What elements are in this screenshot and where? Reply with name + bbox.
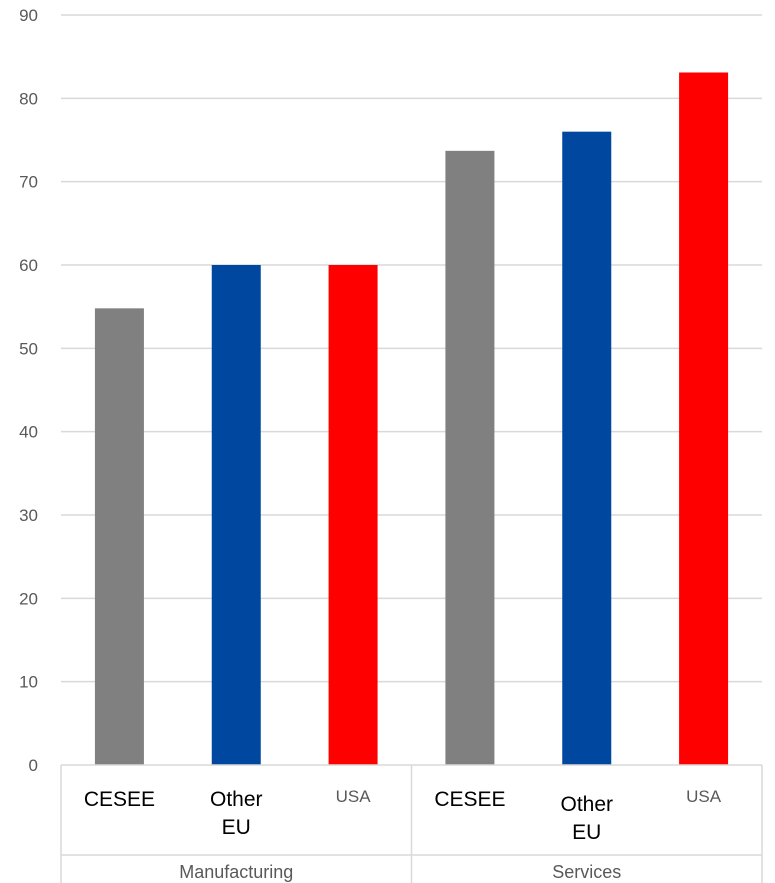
y-tick-label-20: 20	[19, 589, 38, 608]
y-tick-label-70: 70	[19, 173, 38, 192]
y-tick-label-50: 50	[19, 339, 38, 358]
bar-manufacturing-cesee	[94, 308, 144, 765]
group-label-services: Services	[552, 862, 621, 882]
group-label-manufacturing: Manufacturing	[179, 862, 293, 882]
y-tick-label-90: 90	[19, 6, 38, 25]
category-label-services-1-0: Other	[560, 793, 613, 816]
category-label-services-2-0: USA	[686, 787, 722, 806]
category-label-manufacturing-0-0: CESEE	[84, 788, 155, 811]
bar-services-usa	[679, 72, 729, 765]
group-labels: Manufacturing Services	[179, 862, 621, 882]
gridlines	[61, 14, 762, 683]
y-tick-label-80: 80	[19, 89, 38, 108]
category-label-manufacturing-1-0: Other	[210, 788, 263, 811]
y-tick-label-40: 40	[19, 423, 38, 442]
bar-services-other-eu	[562, 131, 612, 765]
bar-services-cesee	[445, 150, 495, 766]
category-label-services-1-1: EU	[572, 821, 601, 844]
category-axis	[60, 764, 763, 883]
y-tick-label-10: 10	[19, 673, 38, 692]
category-label-services-0-0: CESEE	[434, 788, 505, 811]
category-label-manufacturing-1-1: EU	[222, 816, 251, 839]
category-label-manufacturing-2-0: USA	[336, 787, 372, 806]
y-tick-label-60: 60	[19, 256, 38, 275]
bar-manufacturing-usa	[328, 265, 378, 765]
bar-manufacturing-other-eu	[211, 265, 261, 765]
bars	[94, 72, 729, 766]
y-axis-tick-labels: 0 10 20 30 40 50 60 70 80 90	[19, 6, 38, 775]
y-tick-label-0: 0	[29, 756, 38, 775]
y-tick-label-30: 30	[19, 506, 38, 525]
category-labels: CESEE Other EU USA CESEE Other EU USA	[84, 787, 722, 844]
